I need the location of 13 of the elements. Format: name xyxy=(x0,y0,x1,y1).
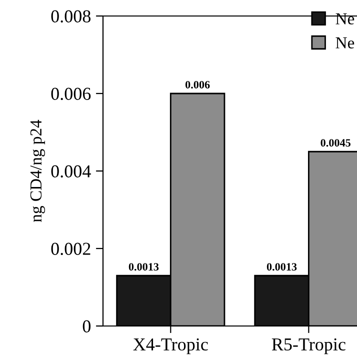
y-tick-label: 0.002 xyxy=(51,242,90,256)
data-label: 0.0013 xyxy=(266,263,297,271)
y-axis-title: ng CD4/ng p24 xyxy=(30,120,46,222)
y-tick-label: 0 xyxy=(82,320,91,332)
legend-label: Ne xyxy=(336,37,354,48)
x-tick-label: R5-Tropic xyxy=(272,338,346,354)
y-tick-label: 0.006 xyxy=(51,88,91,100)
data-label: 0.0013 xyxy=(128,263,159,271)
y-tick-label: 0.004 xyxy=(51,165,91,178)
x-tick-label: X4-Tropic xyxy=(133,338,208,354)
data-label: 0.0045 xyxy=(320,139,350,147)
data-label: 0.006 xyxy=(185,80,210,89)
y-tick-label: 0.008 xyxy=(51,10,91,23)
